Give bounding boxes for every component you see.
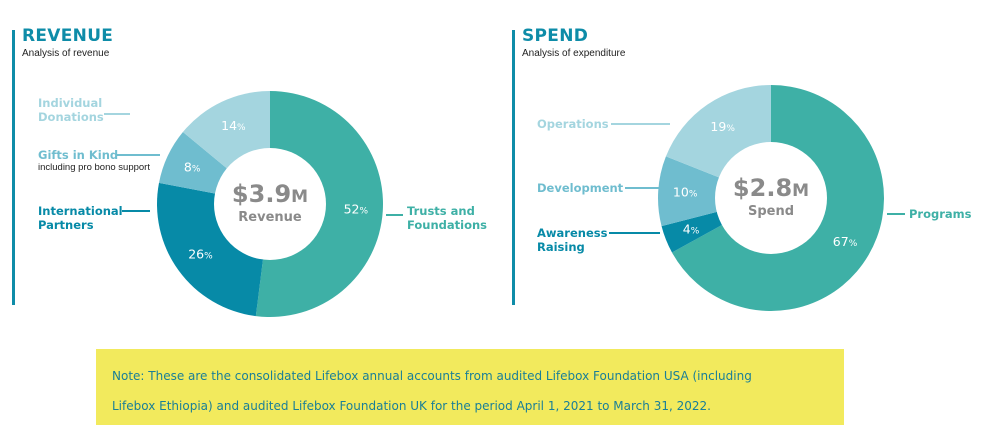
spend-accent-bar [512, 30, 515, 305]
revenue-callout-label-3: Individual Donations [38, 96, 104, 124]
revenue-callout-label-2: Gifts in Kind [38, 148, 118, 162]
revenue-callout-note-2: including pro bono support [38, 162, 150, 173]
revenue-accent-bar [12, 30, 15, 305]
note-line-1: Note: These are the consolidated Lifebox… [112, 369, 752, 383]
spend-callout-label-2: Development [537, 181, 624, 195]
revenue-callouts: Trusts and Foundations International Partne… [38, 96, 487, 232]
spend-center-amount: $2.8M [733, 174, 809, 202]
revenue-subtitle: Analysis of revenue [22, 48, 110, 59]
spend-center-label: Spend [748, 204, 794, 219]
spend-panel: SPEND Analysis of expenditure Programs Aw… [500, 0, 987, 311]
revenue-center-value: $3.9 [232, 180, 291, 208]
spend-callout-label-3: Operations [537, 117, 609, 131]
spend-slice-percent-3: 19% [710, 119, 735, 134]
spend-callouts: Programs Awareness Raising Development Opera… [537, 117, 972, 254]
spend-callout-label-0: Programs [909, 207, 972, 221]
revenue-slice-percent-3: 14% [221, 118, 246, 133]
revenue-donut-chart: Trusts and Foundations International Partne… [38, 91, 487, 317]
spend-donut-chart: Programs Awareness Raising Development Opera… [537, 85, 972, 311]
revenue-slice-percent-2: 8% [184, 159, 201, 174]
revenue-slice-percent-1: 26% [188, 247, 213, 262]
revenue-callout-label-0: Trusts and Foundations [407, 204, 487, 232]
spend-subtitle: Analysis of expenditure [522, 48, 626, 59]
spend-slice-percent-2: 10% [673, 185, 698, 200]
revenue-center-unit: M [291, 187, 308, 207]
spend-title: SPEND [522, 26, 589, 46]
spend-donut-hole [715, 142, 827, 254]
revenue-center-label: Revenue [238, 210, 302, 225]
revenue-panel: REVENUE Analysis of revenue Trusts and Fo… [0, 0, 495, 317]
spend-slice-percent-0: 67% [833, 234, 858, 249]
note-box: Note: These are the consolidated Lifebox… [96, 349, 844, 425]
revenue-slice-percent-0: 52% [344, 201, 369, 216]
spend-slice-2 [658, 156, 771, 227]
revenue-title: REVENUE [22, 26, 114, 46]
spend-center-value: $2.8 [733, 174, 792, 202]
spend-center-unit: M [792, 181, 809, 201]
spend-callout-label-1: Awareness Raising [537, 226, 608, 254]
revenue-donut-hole [214, 148, 326, 260]
spend-percent-labels: 67% 4% 10% 19% [673, 119, 858, 249]
revenue-center-amount: $3.9M [232, 180, 308, 208]
revenue-callout-label-1: International Partners [38, 204, 123, 232]
note-line-2: Lifebox Ethiopia) and audited Lifebox Fo… [112, 399, 711, 413]
revenue-percent-labels: 52% 26% 8% 14% [184, 118, 369, 261]
spend-slice-percent-1: 4% [683, 222, 700, 237]
